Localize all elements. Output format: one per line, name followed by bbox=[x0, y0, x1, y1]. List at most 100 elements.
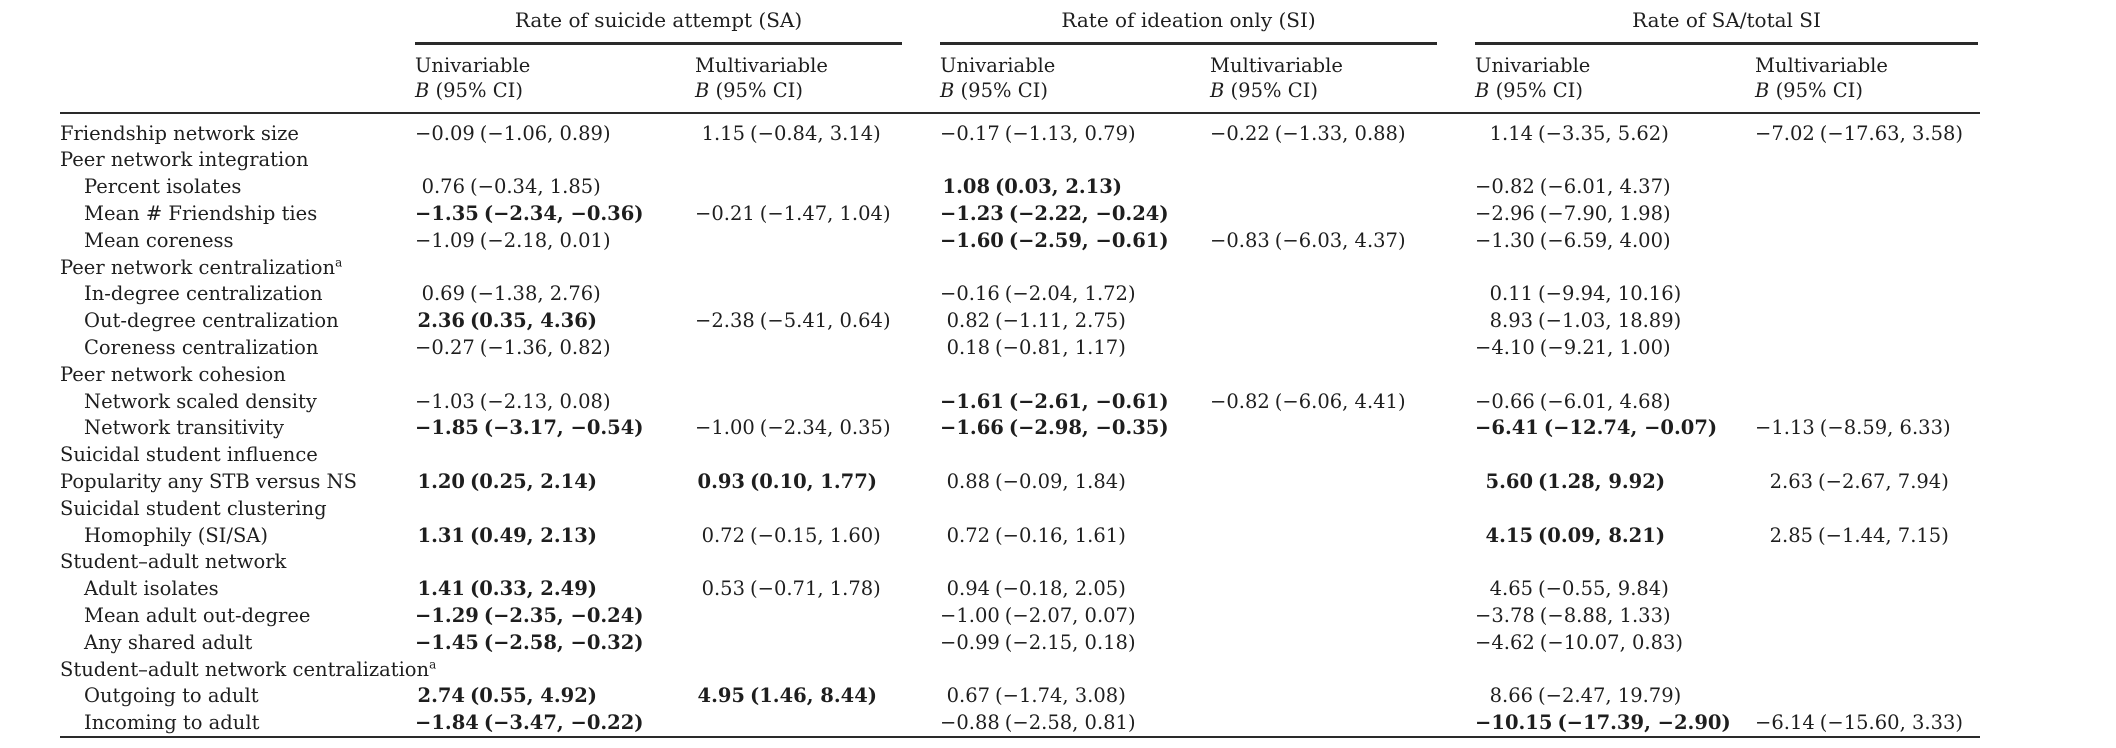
cell-b-ci: 2.36 (0.35, 4.36) bbox=[415, 308, 695, 335]
cell-b-ci bbox=[1210, 334, 1475, 361]
sub-header-row: Univariable B (95% CI) Multivariable B (95%… bbox=[60, 45, 1981, 114]
b-estimate: −0.27 bbox=[415, 336, 475, 360]
cell-b-ci bbox=[695, 254, 940, 281]
confidence-interval: (−2.22, −0.24) bbox=[1008, 202, 1169, 226]
multivariable-column-header: Multivariable B (95% CI) bbox=[695, 45, 941, 114]
confidence-interval: (−6.03, 4.37) bbox=[1274, 228, 1406, 252]
row-label-text: Friendship network size bbox=[60, 121, 299, 145]
cell-b-ci: −1.66 (−2.98, −0.35) bbox=[940, 415, 1210, 442]
row-label: Mean # Friendship ties bbox=[60, 200, 415, 227]
confidence-interval: (−1.06, 0.89) bbox=[479, 121, 611, 145]
confidence-interval: (−0.55, 9.84) bbox=[1538, 577, 1669, 601]
cell-b-ci bbox=[940, 147, 1210, 174]
confidence-interval: (−1.38, 2.76) bbox=[470, 282, 601, 306]
section-label: Peer network integration bbox=[60, 147, 415, 174]
confidence-interval: (−9.21, 1.00) bbox=[1539, 336, 1671, 360]
cell-b-ci: 2.85 (−1.44, 7.15) bbox=[1755, 522, 1980, 549]
cell-b-ci bbox=[940, 495, 1210, 522]
confidence-interval: (−2.15, 0.18) bbox=[1004, 630, 1136, 654]
row-label-text: Peer network integration bbox=[60, 148, 309, 172]
cell-b-ci bbox=[940, 254, 1210, 281]
b-estimate: 2.85 bbox=[1769, 523, 1814, 547]
confidence-interval: (−1.44, 7.15) bbox=[1818, 523, 1949, 547]
b-estimate: −4.62 bbox=[1475, 630, 1535, 654]
confidence-interval: (−10.07, 0.83) bbox=[1539, 630, 1683, 654]
confidence-interval: (−1.03, 18.89) bbox=[1538, 309, 1682, 333]
table-row: Homophily (SI/SA) 1.31 (0.49, 2.13) 0.72 (−0… bbox=[60, 522, 1980, 549]
b-estimate: −0.99 bbox=[940, 630, 1000, 654]
b-estimate: −1.29 bbox=[415, 603, 479, 627]
table-row: Outgoing to adult 2.74 (0.55, 4.92) 4.95 (1.… bbox=[60, 683, 1980, 710]
row-label-text: Peer network centralization bbox=[60, 255, 336, 279]
cell-b-ci bbox=[1210, 656, 1475, 683]
stat-label: B (95% CI) bbox=[1755, 79, 1863, 102]
confidence-interval: (−2.04, 1.72) bbox=[1004, 282, 1136, 306]
confidence-interval: (−0.18, 2.05) bbox=[995, 577, 1126, 601]
footnote-marker: a bbox=[335, 255, 343, 270]
row-label: Coreness centralization bbox=[60, 334, 415, 361]
row-label-text: Network transitivity bbox=[84, 416, 284, 440]
b-estimate: −0.16 bbox=[940, 282, 1000, 306]
cell-b-ci: −1.13 (−8.59, 6.33) bbox=[1755, 415, 1980, 442]
b-estimate: 2.36 bbox=[417, 309, 466, 333]
row-label: Incoming to adult bbox=[60, 710, 415, 738]
confidence-interval: (−2.34, 0.35) bbox=[759, 416, 891, 440]
stat-label: B (95% CI) bbox=[695, 79, 803, 102]
b-estimate: 1.31 bbox=[417, 523, 466, 547]
cell-b-ci bbox=[1210, 549, 1475, 576]
cell-b-ci: 0.82 (−1.11, 2.75) bbox=[940, 308, 1210, 335]
cell-b-ci: −4.62 (−10.07, 0.83) bbox=[1475, 629, 1755, 656]
cell-b-ci bbox=[1475, 254, 1755, 281]
results-table: Rate of suicide attempt (SA) Rate of idea… bbox=[60, 4, 1981, 738]
row-label-text: Coreness centralization bbox=[84, 336, 319, 360]
confidence-interval: (−1.47, 1.04) bbox=[759, 202, 891, 226]
cell-b-ci bbox=[695, 710, 940, 738]
b-estimate: 8.66 bbox=[1489, 684, 1534, 708]
b-estimate: 5.60 bbox=[1485, 470, 1534, 493]
cell-b-ci bbox=[695, 656, 940, 683]
cell-b-ci: −1.60 (−2.59, −0.61) bbox=[940, 227, 1210, 254]
cell-b-ci: 0.53 (−0.71, 1.78) bbox=[695, 576, 940, 603]
row-label-text: Mean # Friendship ties bbox=[84, 202, 318, 226]
b-estimate: −2.38 bbox=[695, 309, 755, 333]
cell-b-ci bbox=[695, 147, 940, 174]
b-estimate: −1.13 bbox=[1755, 416, 1815, 440]
b-estimate: 1.14 bbox=[1489, 121, 1534, 145]
cell-b-ci bbox=[1475, 361, 1755, 388]
confidence-interval: (−1.11, 2.75) bbox=[995, 309, 1126, 333]
row-label-text: Suicidal student influence bbox=[60, 443, 318, 467]
cell-b-ci bbox=[1755, 254, 1980, 281]
stat-b-symbol: B bbox=[695, 79, 710, 102]
table-row: Coreness centralization −0.27 (−1.36, 0.82… bbox=[60, 334, 1980, 361]
b-estimate: −0.82 bbox=[1210, 389, 1270, 413]
cell-b-ci: −1.09 (−2.18, 0.01) bbox=[415, 227, 695, 254]
section-label: Suicidal student clustering bbox=[60, 495, 415, 522]
confidence-interval: (0.03, 2.13) bbox=[995, 175, 1123, 199]
cell-b-ci bbox=[1475, 442, 1755, 469]
model-type-label: Univariable bbox=[940, 54, 1056, 77]
table-row: Network transitivity −1.85 (−3.17, −0.54) −… bbox=[60, 415, 1980, 442]
b-estimate: 0.88 bbox=[946, 470, 991, 493]
confidence-interval: (−1.36, 0.82) bbox=[479, 336, 611, 360]
cell-b-ci: −0.99 (−2.15, 0.18) bbox=[940, 629, 1210, 656]
section-label: Student–adult network bbox=[60, 549, 415, 576]
confidence-interval: (0.09, 8.21) bbox=[1538, 523, 1666, 547]
confidence-interval: (−2.67, 7.94) bbox=[1818, 470, 1949, 493]
cell-b-ci bbox=[695, 549, 940, 576]
cell-b-ci bbox=[415, 442, 695, 469]
cell-b-ci bbox=[1755, 576, 1980, 603]
b-estimate: −0.09 bbox=[415, 121, 475, 145]
confidence-interval: (−9.94, 10.16) bbox=[1538, 282, 1682, 306]
cell-b-ci: −1.84 (−3.47, −0.22) bbox=[415, 710, 695, 738]
cell-b-ci bbox=[1755, 174, 1980, 201]
confidence-interval: (−0.71, 1.78) bbox=[750, 577, 881, 601]
cell-b-ci: −7.02 (−17.63, 3.58) bbox=[1755, 113, 1980, 147]
confidence-interval: (0.25, 2.14) bbox=[470, 470, 598, 493]
row-label-text: Adult isolates bbox=[84, 577, 219, 601]
b-estimate: 0.76 bbox=[421, 175, 465, 199]
table-row: Peer network centralizationa bbox=[60, 254, 1980, 281]
b-estimate: 0.69 bbox=[421, 282, 465, 306]
b-estimate: 0.18 bbox=[946, 336, 991, 360]
row-label: Homophily (SI/SA) bbox=[60, 522, 415, 549]
cell-b-ci bbox=[1210, 174, 1475, 201]
